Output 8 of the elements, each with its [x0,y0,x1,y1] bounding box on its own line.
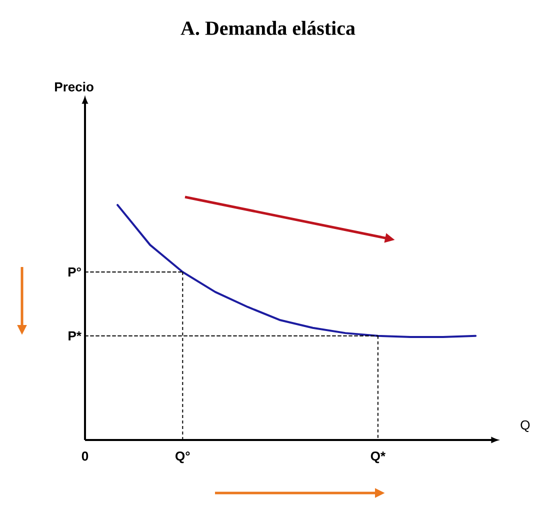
x-tick-label: 0 [82,452,88,461]
chart-title: A. Demanda elástica [180,20,356,36]
x-axis-title: Q [520,420,530,432]
text: Precio [55,82,94,92]
series-label: P* [68,331,82,340]
x-tick-label: Q° [176,452,190,464]
x-tick-label: Q* [370,452,386,464]
series-label: P° [68,267,81,276]
